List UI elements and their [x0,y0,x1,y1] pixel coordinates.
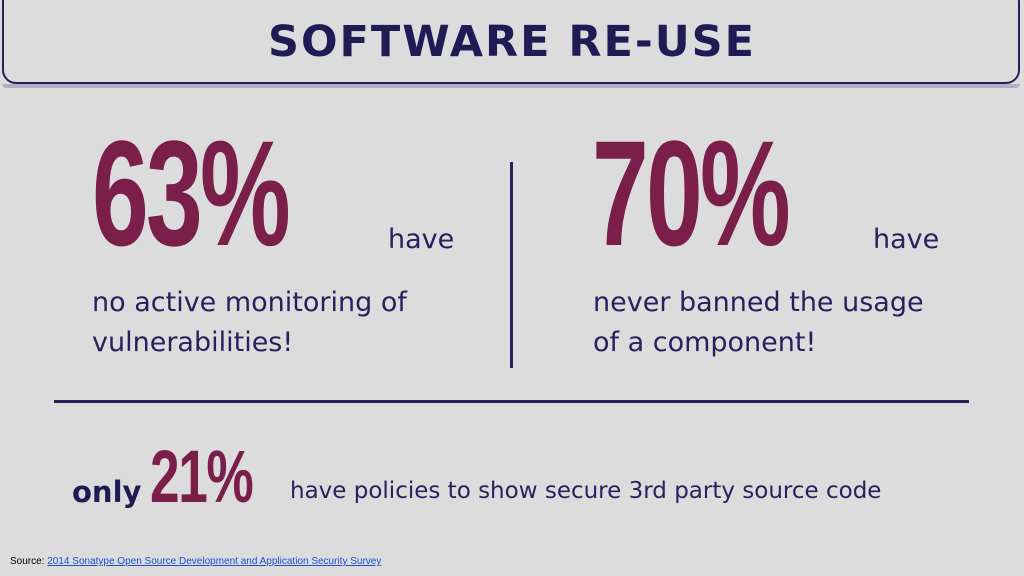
source-citation: Source: 2014 Sonatype Open Source Develo… [10,556,381,567]
policies-text: have policies to show secure 3rd party s… [290,478,882,504]
stat-banned-qualifier: have [873,224,940,255]
vertical-divider [510,162,513,368]
stat-monitoring-description: no active monitoring of vulnerabilities! [92,283,492,363]
policies-prefix: only [72,475,142,509]
source-link[interactable]: 2014 Sonatype Open Source Development an… [47,556,382,567]
horizontal-divider [54,400,969,403]
title-banner [2,0,1020,84]
source-label: Source: [10,556,45,567]
slide-title: Software re-use [267,17,757,67]
stat-banned-description-line2: of a component! [593,327,817,358]
stat-monitoring-qualifier: have [388,224,455,255]
stat-banned-description-line1: never banned the usage [593,287,924,318]
stat-banned-value: 70% [592,109,791,277]
stat-policies-value: 21% [150,435,254,518]
title-banner-shadow [2,84,1020,88]
stat-banned-description: never banned the usage of a component! [593,283,1013,363]
stat-monitoring-description-line2: vulnerabilities! [92,327,294,358]
stat-monitoring-description-line1: no active monitoring of [92,287,407,318]
stat-monitoring-value: 63% [92,109,291,277]
